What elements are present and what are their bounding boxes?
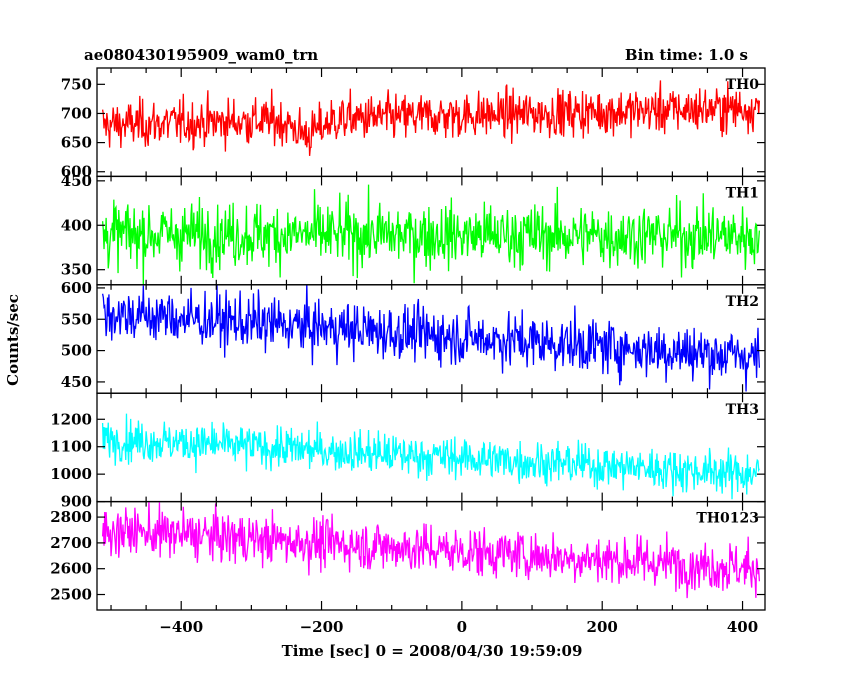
x-tick-label: 200: [587, 618, 618, 636]
x-axis-label: Time [sec] 0 = 2008/04/30 19:59:09: [282, 642, 583, 660]
panel-th2: 450 500 550 600 TH2: [61, 279, 766, 394]
y-tick-label: 600: [61, 279, 92, 297]
panel-th0123: 2500 2600 2700 2800 TH0123: [50, 500, 766, 611]
series-th2: [101, 284, 761, 392]
y-tick-label: 550: [61, 310, 92, 328]
bin-time-label: Bin time: 1.0 s: [625, 46, 748, 64]
panel-th3: 900 1000 1100 1200 TH3: [50, 392, 766, 511]
x-tick-label: 400: [727, 618, 758, 636]
y-tick-label: 2600: [50, 560, 92, 578]
y-tick-label: 600: [61, 163, 92, 181]
x-tick-label: 0: [457, 618, 467, 636]
panel-frame: [96, 500, 766, 611]
panel-label: TH1: [726, 185, 759, 201]
y-axis-label: Counts/sec: [4, 294, 22, 386]
x-tick-label: −200: [300, 618, 344, 636]
y-tick-label: 1200: [50, 410, 92, 428]
y-tick-label: 700: [61, 104, 92, 122]
y-tick-label: 350: [61, 261, 92, 279]
y-tick-label: 900: [61, 493, 92, 511]
y-tick-label: 1100: [50, 438, 92, 456]
y-tick-label: 2800: [50, 508, 92, 526]
y-tick-label: 450: [61, 373, 92, 391]
series-th0123: [101, 501, 761, 599]
x-tick-label: −400: [159, 618, 203, 636]
y-tick-label: 2700: [50, 534, 92, 552]
y-tick-label: 400: [61, 216, 92, 234]
panel-label: TH2: [726, 294, 759, 310]
plot-title: ae080430195909_wam0_trn: [84, 46, 318, 64]
y-tick-label: 450: [61, 172, 92, 190]
panel-label: TH3: [726, 402, 759, 418]
y-tick-label: 750: [61, 75, 92, 93]
panel-th1: 350 400 450 TH1: [61, 172, 766, 286]
y-tick-label: 650: [61, 134, 92, 152]
y-tick-label: 2500: [50, 586, 92, 604]
panels-group: 600 650 700 750 TH0 350 400 450 TH1 450 500 550 600 T…: [50, 67, 766, 636]
panel-label: TH0: [726, 77, 760, 93]
series-th0: [101, 80, 761, 156]
series-th1: [101, 184, 761, 285]
series-th3: [101, 413, 760, 500]
y-tick-label: 1000: [50, 465, 92, 483]
panel-label: TH0123: [696, 511, 759, 527]
y-tick-label: 500: [61, 342, 92, 360]
